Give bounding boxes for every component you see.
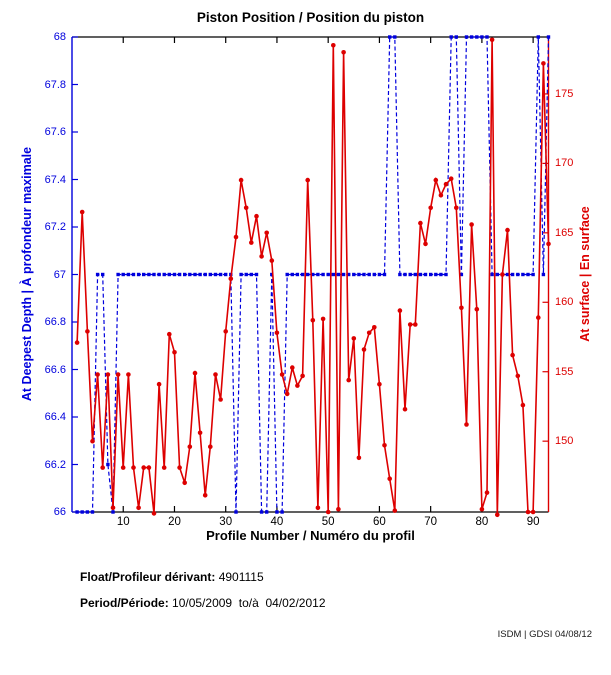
- x-tick-label: 70: [424, 516, 438, 528]
- credit-stamp: ISDM | GDSI 04/08/12: [497, 629, 592, 640]
- chart-title: Piston Position / Position du piston: [196, 10, 425, 25]
- x-tick-label: 80: [475, 516, 489, 528]
- y-tick-left-label: 67.8: [44, 78, 66, 91]
- y-tick-right-label: 160: [555, 296, 574, 309]
- footer-float-label: Float/Profileur dérivant:: [80, 570, 216, 584]
- footer-period-label: Period/Période:: [80, 596, 169, 610]
- x-tick-label: 50: [321, 516, 335, 528]
- footer-period-value: 10/05/2009 to/à 04/02/2012: [172, 596, 326, 610]
- x-tick-label: 30: [219, 516, 233, 528]
- y-tick-left-label: 66.4: [44, 411, 66, 423]
- y-tick-left-label: 67.4: [44, 173, 66, 186]
- y-tick-right-label: 165: [555, 226, 574, 239]
- y-tick-left-label: 68: [53, 31, 66, 43]
- y-tick-right-label: 150: [555, 435, 574, 448]
- y-tick-left-label: 67.6: [44, 126, 66, 138]
- footer-float: Float/Profileur dérivant: 4901115: [80, 570, 264, 584]
- x-axis-label: Profile Number / Numéro du profil: [206, 528, 415, 543]
- x-tick-label: 90: [526, 516, 540, 528]
- x-tick-label: 10: [116, 516, 130, 528]
- y-tick-left-label: 67.2: [44, 221, 66, 233]
- right-axis-label: At surface | En surface: [578, 206, 592, 342]
- y-tick-left-label: 66: [53, 506, 66, 518]
- y-tick-left-label: 66.8: [44, 316, 66, 328]
- footer-float-value: 4901115: [218, 570, 264, 584]
- y-tick-right-label: 175: [555, 87, 574, 100]
- x-tick-label: 40: [270, 516, 284, 528]
- footer-period: Period/Période: 10/05/2009 to/à 04/02/20…: [80, 596, 326, 610]
- y-tick-right-label: 155: [555, 365, 574, 378]
- y-tick-left-label: 66.2: [44, 458, 66, 471]
- x-tick-label: 20: [168, 516, 181, 528]
- y-tick-left-label: 66.6: [44, 363, 66, 376]
- x-tick-label: 60: [373, 516, 386, 528]
- y-tick-left-label: 67: [53, 268, 66, 281]
- y-tick-right-label: 170: [555, 157, 574, 170]
